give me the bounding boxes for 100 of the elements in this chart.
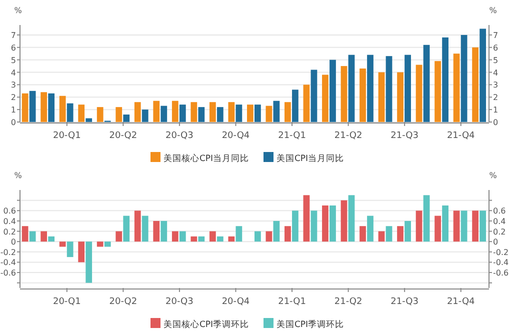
- x-tick-label: 21-Q3: [390, 131, 418, 141]
- bar: [190, 102, 198, 122]
- x-tick-label: 20-Q1: [52, 297, 81, 307]
- bar: [453, 54, 460, 122]
- bar: [198, 236, 205, 242]
- y2-tick-label: -0.2: [493, 248, 509, 257]
- y2-axis-title: %: [489, 6, 498, 15]
- bar: [460, 210, 468, 242]
- y-tick-label: 2: [10, 93, 16, 102]
- bar: [330, 60, 336, 122]
- bar: [378, 72, 385, 122]
- bar: [322, 205, 328, 242]
- y-tick-label: -0.2: [0, 248, 16, 257]
- bar: [236, 104, 242, 122]
- bar: [29, 90, 36, 122]
- bar: [480, 210, 486, 242]
- y2-tick-label: 6: [493, 43, 498, 52]
- bar: [310, 210, 318, 242]
- bar: [330, 205, 336, 242]
- bar: [228, 102, 235, 122]
- bar: [209, 102, 216, 122]
- y2-tick-label: 5: [493, 56, 498, 65]
- bar: [228, 236, 235, 242]
- bar: [190, 236, 198, 242]
- x-tick-label: 21-Q2: [334, 131, 362, 141]
- bar: [423, 195, 430, 242]
- bar: [59, 96, 66, 122]
- bar: [254, 231, 261, 242]
- y-tick-label: 0: [10, 118, 16, 127]
- bar: [292, 90, 298, 122]
- bar: [96, 242, 104, 247]
- bar: [480, 28, 486, 122]
- bar: [442, 205, 448, 242]
- bar: [472, 210, 478, 242]
- y2-tick-label: 0.6: [493, 206, 506, 216]
- bar: [453, 210, 460, 242]
- bar: [216, 107, 224, 122]
- bar: [134, 102, 141, 122]
- bar: [123, 114, 130, 122]
- bar: [172, 100, 178, 122]
- legend-label: 美国核心CPI当月同比: [164, 153, 250, 164]
- bar: [86, 242, 92, 283]
- bar: [198, 107, 205, 122]
- bar: [472, 47, 478, 122]
- bar: [22, 226, 28, 242]
- bar: [310, 70, 318, 122]
- bar: [209, 231, 216, 242]
- bar: [160, 220, 168, 242]
- bar: [397, 72, 404, 122]
- y2-tick-label: 0: [493, 238, 498, 247]
- y2-tick-label: 3: [493, 80, 498, 90]
- bar: [442, 37, 448, 122]
- y-tick-label: 1: [10, 106, 16, 115]
- y-tick-label: -0.4: [0, 258, 16, 268]
- bar: [142, 110, 148, 122]
- bar: [246, 104, 254, 122]
- bar: [273, 100, 280, 122]
- bar: [303, 195, 310, 242]
- bar: [416, 210, 422, 242]
- bar: [116, 231, 122, 242]
- bar: [66, 103, 74, 122]
- bar: [397, 226, 404, 242]
- bar: [142, 216, 148, 242]
- x-tick-label: 20-Q3: [166, 131, 194, 141]
- y2-tick-label: 2: [493, 93, 498, 102]
- y-axis-title: %: [14, 171, 22, 180]
- bar: [160, 106, 168, 122]
- bar: [292, 210, 298, 242]
- bar: [59, 242, 66, 247]
- bar: [340, 200, 348, 242]
- bar: [404, 220, 411, 242]
- y-tick-label: 3: [10, 80, 16, 90]
- bar: [86, 118, 92, 122]
- y2-tick-label: -0.4: [493, 258, 509, 268]
- bar: [254, 104, 261, 122]
- bar: [116, 107, 122, 122]
- x-tick-label: 21-Q1: [278, 131, 306, 141]
- bar: [266, 106, 272, 122]
- bar: [273, 220, 280, 242]
- bar: [360, 226, 366, 242]
- y-tick-label: 0.6: [3, 206, 16, 216]
- bar: [172, 231, 178, 242]
- x-tick-label: 21-Q4: [446, 131, 476, 141]
- y2-tick-label: 1: [493, 106, 498, 115]
- y2-axis-title: %: [489, 171, 498, 180]
- bar: [322, 74, 328, 122]
- y-tick-label: -0.6: [0, 268, 16, 278]
- bar: [236, 226, 242, 242]
- bar: [386, 226, 392, 242]
- bar: [386, 56, 392, 122]
- y2-tick-label: 4: [493, 68, 498, 78]
- bar: [179, 231, 186, 242]
- bar: [123, 216, 130, 242]
- x-tick-label: 21-Q3: [390, 297, 418, 307]
- bar: [29, 231, 36, 242]
- y-tick-label: 5: [10, 56, 16, 65]
- y-tick-label: 0: [10, 238, 16, 247]
- y2-tick-label: 0.2: [493, 227, 506, 236]
- x-tick-label: 21-Q4: [446, 297, 476, 307]
- bar: [104, 242, 111, 247]
